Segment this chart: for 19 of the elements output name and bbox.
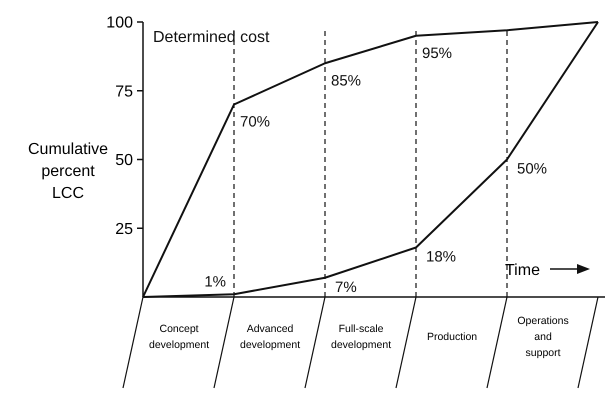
y-axis-title: Cumulative percent LCC xyxy=(28,141,108,202)
y-tick-label: 100 xyxy=(106,14,134,32)
data-label: 70% xyxy=(240,114,270,130)
data-label: 85% xyxy=(331,72,362,90)
data-label: 50% xyxy=(517,160,548,178)
y-tick-label: 75 xyxy=(115,83,134,100)
text: Production xyxy=(426,331,478,343)
data-label: 1% xyxy=(204,273,226,290)
text: Determined cost xyxy=(153,29,270,46)
text: Full-scale development xyxy=(330,323,392,351)
text: Operations and support xyxy=(517,315,569,359)
data-label: 18% xyxy=(426,248,456,266)
data-label: 95% xyxy=(422,44,452,62)
data-label: 7% xyxy=(335,278,357,296)
x-axis-title: Time xyxy=(505,262,540,279)
text: Concept development xyxy=(148,323,210,351)
y-tick-label: 50 xyxy=(115,152,134,170)
y-tick-label: 25 xyxy=(115,220,134,238)
text: Advanced development xyxy=(240,323,300,351)
